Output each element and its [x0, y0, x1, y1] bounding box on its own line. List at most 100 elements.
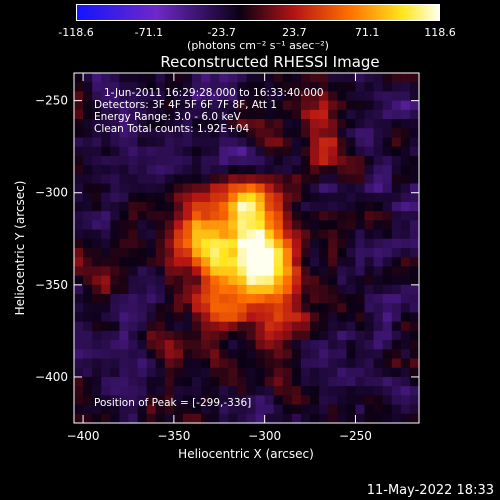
colorbar-units: (photons cm⁻² s⁻¹ asec⁻²)	[187, 39, 329, 52]
heatmap-cell	[355, 183, 366, 194]
heatmap-cell	[310, 100, 320, 111]
heatmap-cell	[355, 275, 366, 286]
heatmap-cell	[101, 376, 111, 387]
heatmap-cell	[137, 284, 148, 295]
heatmap-cell	[237, 340, 248, 350]
heatmap-cell	[192, 248, 202, 258]
heatmap-cell	[300, 294, 311, 304]
heatmap-cell	[228, 128, 239, 139]
heatmap-cell	[391, 312, 402, 323]
heatmap-cell	[164, 155, 175, 166]
heatmap-cell	[146, 386, 157, 396]
heatmap-cell	[228, 183, 239, 194]
heatmap-cell	[319, 257, 329, 268]
heatmap-cell	[409, 321, 420, 332]
heatmap-cell	[373, 349, 384, 360]
heatmap-cell	[337, 358, 347, 369]
heatmap-cell	[400, 146, 411, 157]
heatmap-cell	[146, 165, 157, 175]
heatmap-cell	[319, 367, 329, 378]
heatmap-cell	[182, 395, 193, 406]
heatmap-cell	[237, 294, 248, 304]
heatmap-cell	[155, 192, 166, 203]
heatmap-cell	[173, 284, 184, 295]
heatmap-cell	[164, 266, 175, 277]
heatmap-cell	[201, 413, 211, 424]
heatmap-cell	[219, 321, 229, 332]
heatmap-cell	[346, 284, 357, 295]
heatmap-cell	[83, 349, 93, 360]
heatmap-cell	[210, 266, 220, 277]
heatmap-cell	[273, 174, 284, 185]
heatmap-cell	[237, 248, 248, 258]
heatmap-cell	[337, 128, 347, 139]
heatmap-cell	[182, 349, 193, 360]
heatmap-cell	[409, 275, 420, 286]
heatmap-cell	[373, 248, 384, 258]
heatmap-cell	[74, 367, 84, 378]
heatmap-cell	[264, 183, 275, 194]
heatmap-cell	[409, 82, 420, 93]
heatmap-cell	[255, 395, 266, 406]
heatmap-cell	[300, 137, 311, 148]
heatmap-cell	[409, 330, 420, 341]
heatmap-cell	[264, 248, 275, 258]
heatmap-cell	[246, 183, 257, 194]
heatmap-cell	[83, 183, 93, 194]
heatmap-cell	[382, 183, 393, 194]
heatmap-cell	[164, 340, 175, 350]
heatmap-cell	[74, 165, 84, 175]
heatmap-cell	[137, 165, 148, 175]
heatmap-cell	[192, 312, 202, 323]
heatmap-cell	[391, 257, 402, 268]
heatmap-cell	[173, 238, 184, 249]
heatmap-cell	[246, 201, 257, 212]
heatmap-cell	[382, 137, 393, 148]
heatmap-cell	[146, 358, 157, 369]
heatmap-cell	[300, 128, 311, 139]
heatmap-cell	[164, 386, 175, 396]
heatmap-cell	[300, 183, 311, 194]
heatmap-cell	[137, 294, 148, 304]
heatmap-cell	[83, 413, 93, 424]
heatmap-cell	[382, 91, 393, 102]
heatmap-cell	[155, 358, 166, 369]
heatmap-cell	[173, 201, 184, 212]
heatmap-cell	[83, 146, 93, 157]
heatmap-cell	[310, 367, 320, 378]
heatmap-cell	[273, 358, 284, 369]
heatmap-cell	[273, 248, 284, 258]
heatmap-cell	[355, 340, 366, 350]
heatmap-cell	[246, 284, 257, 295]
heatmap-cell	[373, 211, 384, 221]
heatmap-cell	[291, 73, 302, 83]
heatmap-cell	[328, 248, 338, 258]
heatmap-cell	[346, 330, 357, 341]
heatmap-cell	[246, 257, 257, 268]
heatmap-cell	[201, 330, 211, 341]
heatmap-cell	[210, 303, 220, 314]
heatmap-cell	[264, 321, 275, 332]
heatmap-cell	[182, 73, 193, 83]
heatmap-cell	[74, 248, 84, 258]
heatmap-cell	[273, 312, 284, 323]
heatmap-cell	[264, 266, 275, 277]
heatmap-cell	[74, 349, 84, 360]
heatmap-cell	[300, 73, 311, 83]
heatmap-cell	[310, 413, 320, 424]
heatmap-cell	[92, 413, 102, 424]
heatmap-cell	[328, 220, 338, 231]
heatmap-cell	[101, 413, 111, 424]
heatmap-cell	[128, 312, 139, 323]
heatmap-cell	[400, 349, 411, 360]
heatmap-cell	[409, 119, 420, 129]
heatmap-cell	[282, 413, 293, 424]
heatmap-cell	[164, 146, 175, 157]
heatmap-cell	[164, 303, 175, 314]
heatmap-cell	[364, 294, 375, 304]
heatmap-cell	[137, 146, 148, 157]
heatmap-cell	[328, 340, 338, 350]
heatmap-cell	[219, 183, 229, 194]
heatmap-cell	[201, 109, 211, 120]
heatmap-cell	[400, 275, 411, 286]
